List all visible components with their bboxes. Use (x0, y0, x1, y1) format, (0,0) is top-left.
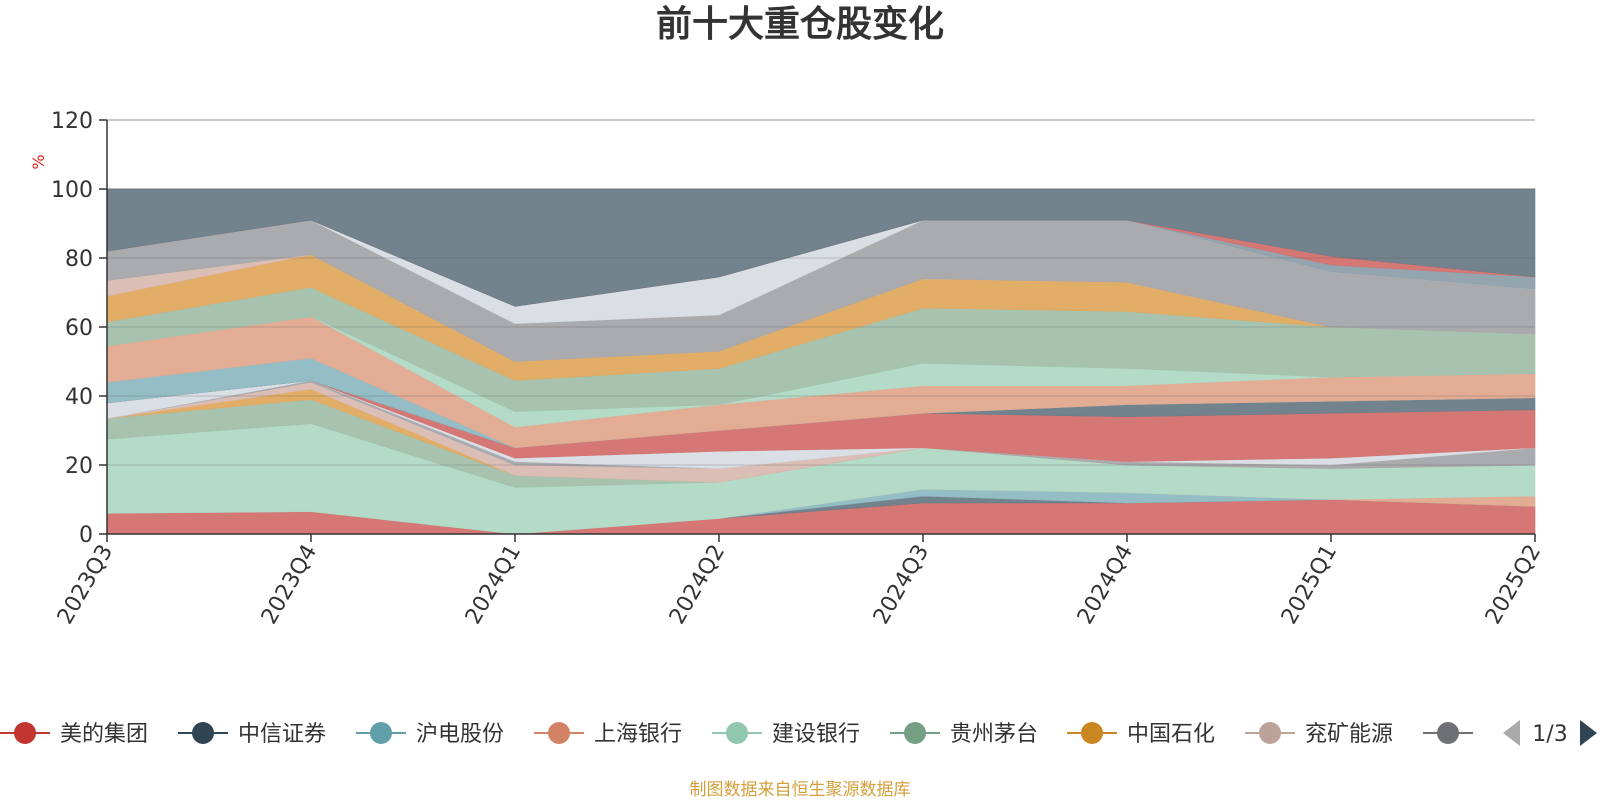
legend-label: 美的集团 (60, 722, 148, 747)
x-tick-label: 2024Q4 (1073, 541, 1138, 629)
legend-marker (14, 722, 36, 744)
y-tick-label: 60 (65, 316, 93, 341)
legend-item-0[interactable]: 美的集团 (0, 722, 148, 747)
legend-label: 兖矿能源 (1305, 722, 1393, 747)
y-axis-label: % (29, 154, 48, 169)
y-tick-label: 100 (51, 178, 93, 203)
x-tick-label: 2023Q3 (53, 541, 118, 629)
y-tick-label: 40 (65, 385, 93, 410)
legend-item-5[interactable]: 贵州茅台 (890, 722, 1038, 747)
legend-label: 上海银行 (594, 722, 682, 747)
legend-marker (1259, 722, 1281, 744)
x-tick-label: 2023Q4 (257, 541, 322, 629)
y-tick-label: 80 (65, 247, 93, 272)
legend: 美的集团 中信证券 沪电股份 上海银行 建设银行 贵州茅台 中国石化 兖矿能源 1/3 (0, 720, 1597, 747)
legend-marker (370, 722, 392, 744)
legend-item-1[interactable]: 中信证券 (178, 722, 326, 747)
area-band-22 (106, 188, 1536, 307)
legend-label: 建设银行 (772, 722, 860, 747)
data-source-note: 制图数据来自恒生聚源数据库 (689, 780, 911, 800)
y-tick-label: 20 (65, 454, 93, 479)
legend-item-6[interactable]: 中国石化 (1067, 722, 1215, 747)
y-tick-label: 0 (79, 523, 93, 548)
legend-item-2[interactable]: 沪电股份 (356, 722, 504, 747)
x-tick-label: 2024Q2 (665, 541, 730, 629)
stacked-areas (106, 119, 1536, 535)
chart-title: 前十大重仓股变化 (655, 4, 944, 45)
legend-label: 中国石化 (1127, 722, 1215, 747)
legend-marker (1437, 722, 1459, 744)
legend-page-indicator: 1/3 (1532, 722, 1567, 747)
legend-item-8[interactable] (1423, 722, 1473, 744)
legend-marker (1081, 722, 1103, 744)
legend-marker (192, 722, 214, 744)
legend-item-4[interactable]: 建设银行 (712, 722, 860, 747)
legend-prev-page-icon[interactable] (1503, 720, 1520, 746)
legend-label: 中信证券 (238, 722, 326, 747)
y-tick-label: 120 (51, 109, 93, 134)
x-tick-label: 2025Q1 (1277, 541, 1342, 629)
x-tick-label: 2025Q2 (1481, 541, 1546, 629)
x-tick-label: 2024Q1 (461, 541, 526, 629)
x-tick-label: 2024Q3 (869, 541, 934, 629)
legend-next-page-icon[interactable] (1580, 720, 1597, 746)
legend-item-7[interactable]: 兖矿能源 (1245, 722, 1393, 747)
legend-marker (548, 722, 570, 744)
legend-marker (726, 722, 748, 744)
legend-label: 贵州茅台 (950, 722, 1038, 747)
legend-label: 沪电股份 (416, 722, 504, 747)
legend-item-3[interactable]: 上海银行 (534, 722, 682, 747)
legend-marker (904, 722, 926, 744)
